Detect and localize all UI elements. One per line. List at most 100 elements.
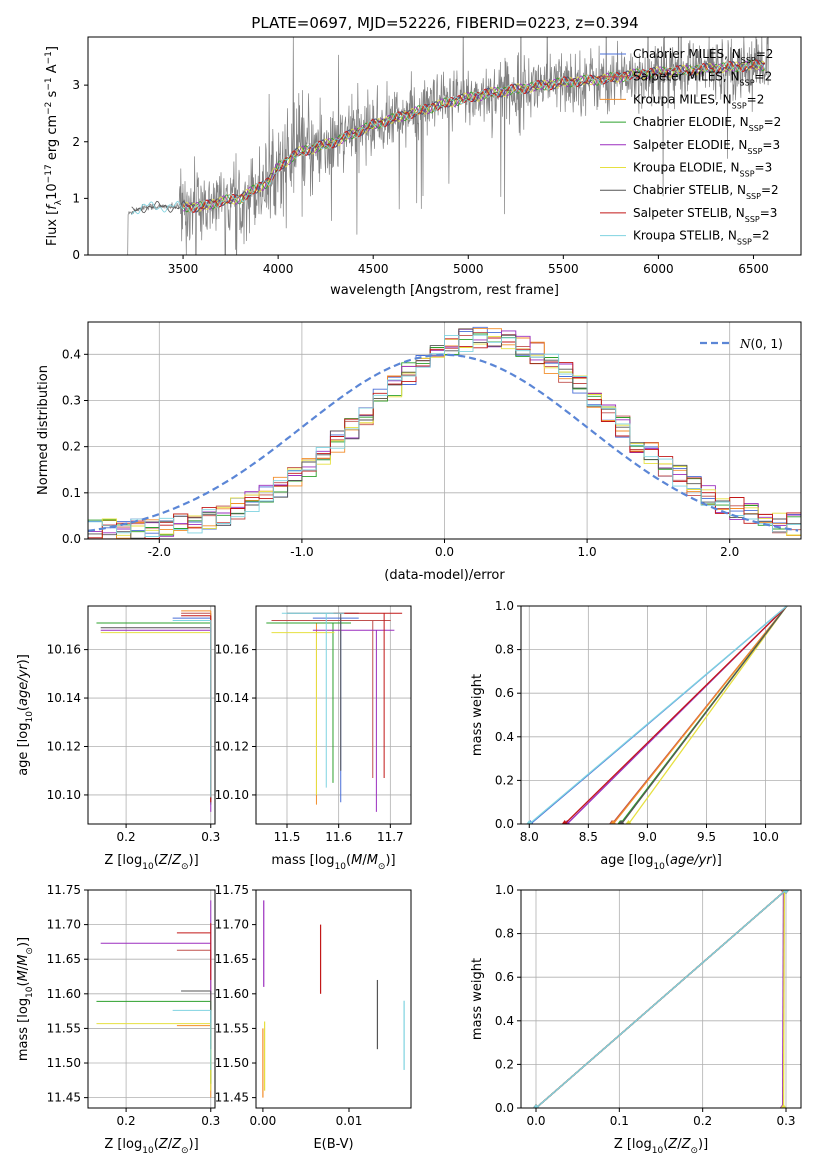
y-tick-label: 2 [72, 135, 80, 149]
normal-distribution-curve [88, 353, 799, 532]
y-tick-label: 10.14 [215, 691, 249, 705]
y-tick-label: 11.45 [47, 1091, 81, 1105]
x-tick-label: 8.0 [520, 830, 539, 844]
y-tick-label: 10.10 [215, 788, 249, 802]
x-tick-label: 1.0 [578, 545, 597, 559]
cumulative-weight-marker-7 [561, 820, 568, 824]
y-tick-label: 11.70 [215, 918, 249, 932]
cumulative-weight-line-4 [781, 890, 785, 1108]
cumulative-weight-line-2 [612, 606, 788, 824]
mass-vs-extinction-panel: 0.00 0.01 11.45 11.50 11.55 11.60 11.65 11.70 11… [215, 883, 412, 1152]
y-axis-label: mass weight [470, 674, 485, 756]
axes-frame [255, 889, 412, 1109]
y-tick-label: 11.65 [215, 952, 249, 966]
y-axis-label: Normed distribution [36, 365, 51, 495]
x-tick-label: 0.3 [201, 1114, 220, 1128]
y-tick-label: 11.50 [47, 1056, 81, 1070]
plot-area [526, 606, 788, 824]
y-tick-label: 11.55 [215, 1021, 249, 1035]
y-axis-label: age [log10(age/yr)] [16, 654, 35, 776]
x-tick-label: 0.01 [336, 1114, 363, 1128]
y-tick-label: 11.50 [215, 1056, 249, 1070]
y-tick-label: 11.45 [215, 1091, 249, 1105]
weight-vs-metallicity-panel: 0.0 0.1 0.2 0.3 0.0 0.2 0.4 0.6 0.8 1.0 Z [log10(Z… [470, 883, 802, 1156]
y-tick-label: 0.4 [495, 730, 514, 744]
x-tick-label: 0.3 [201, 830, 220, 844]
axes-frame [520, 605, 802, 825]
mass-vs-metallicity-panel: 0.2 0.3 11.45 11.50 11.55 11.60 11.65 11.70 11.7… [16, 883, 220, 1156]
axes-frame [255, 605, 412, 825]
legend-label-3: Chabrier ELODIE, NSSP=2 [633, 115, 781, 133]
y-tick-label: 0.2 [495, 1057, 514, 1071]
legend-label-4: Salpeter ELODIE, NSSP=3 [633, 138, 780, 156]
y-tick-label: 1.0 [495, 883, 514, 897]
y-axis-label: Flux [fλ10−17 erg cm−2 s−1 A−1] [44, 46, 64, 246]
y-tick-label: 0.3 [62, 393, 81, 407]
x-tick-label: 4000 [263, 262, 294, 276]
x-axis-label: wavelength [Angstrom, rest frame] [330, 283, 559, 298]
x-tick-label: 0.2 [693, 1114, 712, 1128]
model-spectrum-line-8 [131, 59, 766, 216]
plot-area [96, 610, 212, 812]
x-tick-label: 6500 [738, 262, 769, 276]
cumulative-weight-marker-2 [610, 820, 617, 824]
x-tick-label: 5500 [548, 262, 579, 276]
legend-label-1: Salpeter MILES, NSSP=2 [633, 70, 772, 88]
cumulative-weight-line-5 [627, 606, 788, 824]
y-tick-label: 0.8 [495, 927, 514, 941]
axes-frame [87, 889, 216, 1109]
x-tick-label: 0.0 [435, 545, 454, 559]
x-tick-label: 0.1 [610, 1114, 629, 1128]
y-tick-label: 11.60 [47, 987, 81, 1001]
legend-label-6: Chabrier STELIB, NSSP=2 [633, 183, 779, 201]
y-tick-label: 10.14 [47, 691, 81, 705]
y-tick-label: 0.4 [495, 1014, 514, 1028]
legend-label-normal: N(0, 1) [739, 337, 783, 351]
cumulative-weight-marker-5 [625, 820, 632, 824]
x-tick-label: 11.5 [274, 830, 301, 844]
legend-label-8: Kroupa STELIB, NSSP=2 [633, 229, 770, 247]
y-tick-label: 0.2 [495, 773, 514, 787]
x-tick-label: 0.3 [776, 1114, 795, 1128]
y-tick-label: 10.12 [215, 739, 249, 753]
x-tick-label: 8.5 [579, 830, 598, 844]
y-tick-label: 0.1 [62, 486, 81, 500]
x-tick-label: 11.7 [377, 830, 404, 844]
y-tick-label: 0.2 [62, 440, 81, 454]
x-tick-label: 0.2 [117, 1114, 136, 1128]
cumulative-weight-marker-6 [618, 820, 625, 824]
legend-label-2: Kroupa MILES, NSSP=2 [633, 92, 764, 110]
axes-frame [520, 889, 802, 1109]
legend-label-5: Kroupa ELODIE, NSSP=3 [633, 161, 772, 179]
y-tick-label: 10.12 [47, 739, 81, 753]
legend-label-0: Chabrier MILES, NSSP=2 [633, 47, 773, 65]
y-tick-label: 11.60 [215, 987, 249, 1001]
cumulative-weight-marker-8 [526, 820, 533, 824]
cumulative-weight-line-8 [535, 890, 787, 1108]
y-tick-label: 11.75 [47, 883, 81, 897]
cumulative-weight-marker-5 [780, 1104, 787, 1108]
cumulative-weight-line-8 [528, 606, 788, 824]
x-tick-label: 5000 [453, 262, 484, 276]
residual-histogram-8 [88, 334, 801, 537]
y-tick-label: 10.10 [47, 788, 81, 802]
age-vs-mass-panel: 11.5 11.6 11.7 10.10 10.12 10.14 10.16 mass [lo… [215, 605, 412, 872]
y-tick-label: 11.70 [47, 918, 81, 932]
figure-title: PLATE=0697, MJD=52226, FIBERID=0223, z=0… [251, 14, 638, 32]
x-axis-label: mass [log10(M/M⊙)] [271, 853, 395, 872]
x-axis-label: (data-model)/error [384, 568, 505, 583]
model-spectrum-line-2 [182, 59, 766, 213]
x-axis-label: E(B-V) [313, 1137, 353, 1152]
y-tick-label: 0.6 [495, 970, 514, 984]
y-tick-label: 0.0 [495, 1101, 514, 1115]
x-axis-label: Z [log10(Z/Z⊙)] [614, 1137, 708, 1156]
y-tick-label: 11.75 [215, 883, 249, 897]
x-tick-label: 0.2 [117, 830, 136, 844]
x-axis-label: Z [log10(Z/Z⊙)] [104, 1137, 198, 1156]
y-axis-label: mass [log10(M/M⊙)] [16, 937, 35, 1061]
residuals-panel: -2.0 -1.0 0.0 1.0 2.0 0.0 0.1 0.2 0.3 0.4 (data-mo… [36, 321, 802, 583]
plot-area [96, 900, 212, 1098]
y-tick-label: 0.4 [62, 347, 81, 361]
axes-frame [87, 605, 216, 825]
